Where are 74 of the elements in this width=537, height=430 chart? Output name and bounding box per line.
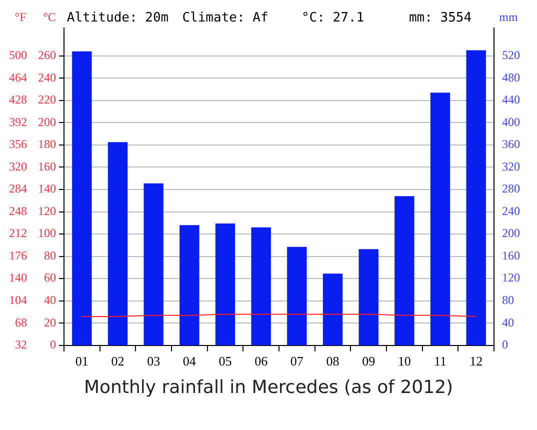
y-axis-title: °C xyxy=(43,10,56,24)
x-tick-label: 04 xyxy=(182,354,196,369)
text: Climate: Af xyxy=(182,10,268,26)
y-tick-label: 100 xyxy=(38,226,56,240)
y3-tick-label: 212 xyxy=(9,226,27,240)
y3-tick-label: 320 xyxy=(9,159,27,174)
y3-tick-label: 248 xyxy=(9,204,27,218)
y3-tick-label: 68 xyxy=(15,315,27,330)
bar xyxy=(358,249,378,346)
x-tick-label: 10 xyxy=(398,354,411,369)
y3-tick-label: 464 xyxy=(9,70,27,84)
y-tick-label: 20 xyxy=(44,315,56,330)
y-tick-label: 80 xyxy=(44,248,56,262)
y3-tick-label: 356 xyxy=(9,137,27,152)
y2-tick-label: 0 xyxy=(502,338,508,352)
bar xyxy=(466,50,486,346)
y-tick-label: 200 xyxy=(38,114,56,129)
y3-tick-label: 140 xyxy=(9,270,27,285)
bar xyxy=(180,225,200,346)
y-tick-label: 180 xyxy=(38,137,56,152)
x-tick-label: 11 xyxy=(434,354,447,369)
y3-tick-label: 104 xyxy=(9,293,27,308)
x-tick-label: 06 xyxy=(254,354,268,369)
x-tick-label: 01 xyxy=(75,354,88,369)
bar xyxy=(394,196,414,346)
y2-tick-label: 240 xyxy=(502,204,520,218)
y-tick-label: 260 xyxy=(38,48,56,62)
y2-tick-label: 80 xyxy=(502,293,514,308)
y3-tick-label: 500 xyxy=(9,48,27,62)
y3-tick-label: 392 xyxy=(9,114,27,129)
x-tick-label: 12 xyxy=(470,354,483,369)
x-tick-label: 09 xyxy=(362,354,376,369)
y-tick-label: 60 xyxy=(44,270,56,285)
y2-tick-label: 360 xyxy=(502,137,520,152)
y-tick-label: 40 xyxy=(44,293,56,308)
y2-axis-title: mm xyxy=(499,10,518,24)
y3-tick-label: 176 xyxy=(9,248,27,262)
bar xyxy=(430,92,450,346)
x-tick-label: 05 xyxy=(218,354,232,369)
y3-tick-label: 284 xyxy=(9,182,27,196)
bar xyxy=(215,223,236,346)
bar xyxy=(287,246,307,346)
y3-tick-label: 32 xyxy=(15,338,27,352)
bar xyxy=(322,274,343,346)
y3-axis-title: °F xyxy=(14,10,27,24)
y2-tick-label: 320 xyxy=(502,159,520,174)
y2-tick-label: 200 xyxy=(502,226,520,240)
y2-tick-label: 40 xyxy=(502,315,514,330)
x-tick-label: 07 xyxy=(290,354,304,369)
y2-tick-label: 120 xyxy=(502,270,520,285)
y-tick-label: 0 xyxy=(50,338,56,352)
y2-tick-label: 440 xyxy=(502,92,520,107)
text: mm: 3554 xyxy=(408,10,472,26)
y2-tick-label: 520 xyxy=(502,48,520,62)
bar xyxy=(108,142,128,346)
y2-tick-label: 400 xyxy=(502,114,520,129)
text: °C: 27.1 xyxy=(301,10,364,26)
y-tick-label: 140 xyxy=(38,182,56,196)
x-tick-label: 03 xyxy=(147,354,160,369)
bar xyxy=(72,51,92,346)
y-tick-label: 120 xyxy=(38,204,56,218)
y2-tick-label: 160 xyxy=(502,248,520,262)
y3-tick-label: 428 xyxy=(9,92,27,107)
text: Monthly rainfall in Mercedes (as of 2012) xyxy=(82,377,454,398)
x-tick-label: 02 xyxy=(111,354,124,369)
y-tick-label: 220 xyxy=(38,92,56,107)
x-tick-label: 08 xyxy=(326,354,340,369)
y2-tick-label: 480 xyxy=(502,70,520,84)
y-tick-label: 160 xyxy=(38,159,56,174)
y-tick-label: 240 xyxy=(38,70,56,84)
bar xyxy=(251,227,271,346)
text: Altitude: 20m xyxy=(66,10,169,26)
y2-tick-label: 280 xyxy=(502,182,520,196)
bar xyxy=(144,183,164,346)
